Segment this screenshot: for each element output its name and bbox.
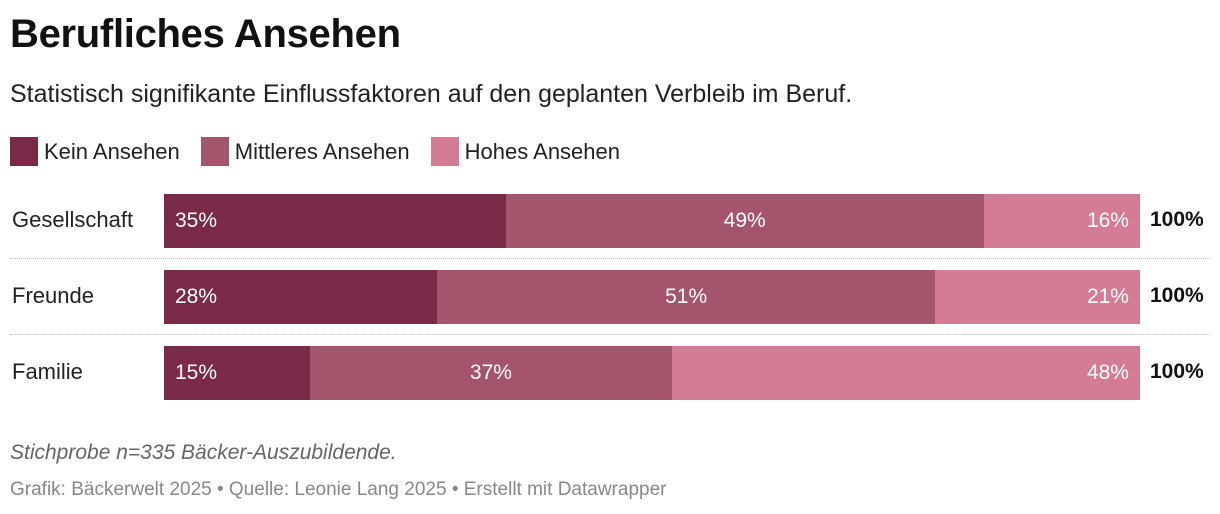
bar-segment-mittleres: 37%	[310, 346, 672, 400]
chart-subtitle: Statistisch signifikante Einflussfaktore…	[10, 80, 853, 108]
data-label: 15%	[175, 361, 218, 384]
legend: Kein Ansehen Mittleres Ansehen Hohes Ans…	[10, 137, 641, 166]
legend-swatch-mittleres	[200, 137, 229, 166]
legend-item-kein: Kein Ansehen	[10, 137, 180, 166]
legend-swatch-hohes	[430, 137, 459, 166]
legend-label-mittleres: Mittleres Ansehen	[234, 138, 410, 164]
bar-segment-mittleres: 51%	[437, 270, 936, 324]
data-label: 16%	[1086, 209, 1129, 232]
data-label: 37%	[469, 361, 512, 384]
sample-note: Stichprobe n=335 Bäcker-Auszubildende.	[10, 441, 397, 464]
data-label: 51%	[665, 285, 708, 308]
legend-label-hohes: Hohes Ansehen	[464, 138, 620, 164]
data-label: 21%	[1086, 285, 1129, 308]
data-label: 48%	[1086, 361, 1129, 384]
chart-footer: Grafik: Bäckerwelt 2025 • Quelle: Leonie…	[10, 479, 667, 500]
bar-row: Gesellschaft 35% 49% 16% 100%	[10, 192, 1210, 248]
bar-segment-hohes: 21%	[935, 270, 1140, 324]
category-label: Familie	[12, 359, 83, 384]
row-total-label: 100%	[1150, 284, 1204, 307]
legend-item-hohes: Hohes Ansehen	[430, 137, 620, 166]
bar-segment-kein: 28%	[164, 270, 438, 324]
row-total-label: 100%	[1150, 360, 1204, 383]
data-label: 49%	[723, 209, 766, 232]
bar-segment-hohes: 48%	[671, 346, 1140, 400]
chart-title: Berufliches Ansehen	[10, 12, 401, 56]
bar-segment-kein: 35%	[164, 194, 506, 248]
bar-segment-mittleres: 49%	[505, 194, 984, 248]
stacked-bar: 35% 49% 16%	[164, 194, 1140, 248]
category-label: Gesellschaft	[12, 207, 134, 232]
stacked-bar: 28% 51% 21%	[164, 270, 1140, 324]
bar-row: Freunde 28% 51% 21% 100%	[10, 268, 1210, 324]
data-label: 35%	[175, 209, 218, 232]
category-label: Freunde	[12, 283, 94, 308]
bar-segment-kein: 15%	[164, 346, 311, 400]
data-label: 28%	[175, 285, 218, 308]
legend-swatch-kein	[10, 137, 38, 166]
stacked-bar: 15% 37% 48%	[164, 346, 1140, 400]
row-total-label: 100%	[1150, 208, 1204, 231]
legend-item-mittleres: Mittleres Ansehen	[200, 137, 410, 166]
row-divider	[10, 334, 1210, 335]
legend-label-kein: Kein Ansehen	[44, 138, 180, 164]
bar-row: Familie 15% 37% 48% 100%	[10, 344, 1210, 400]
row-divider	[10, 258, 1210, 259]
bar-segment-hohes: 16%	[983, 194, 1140, 248]
